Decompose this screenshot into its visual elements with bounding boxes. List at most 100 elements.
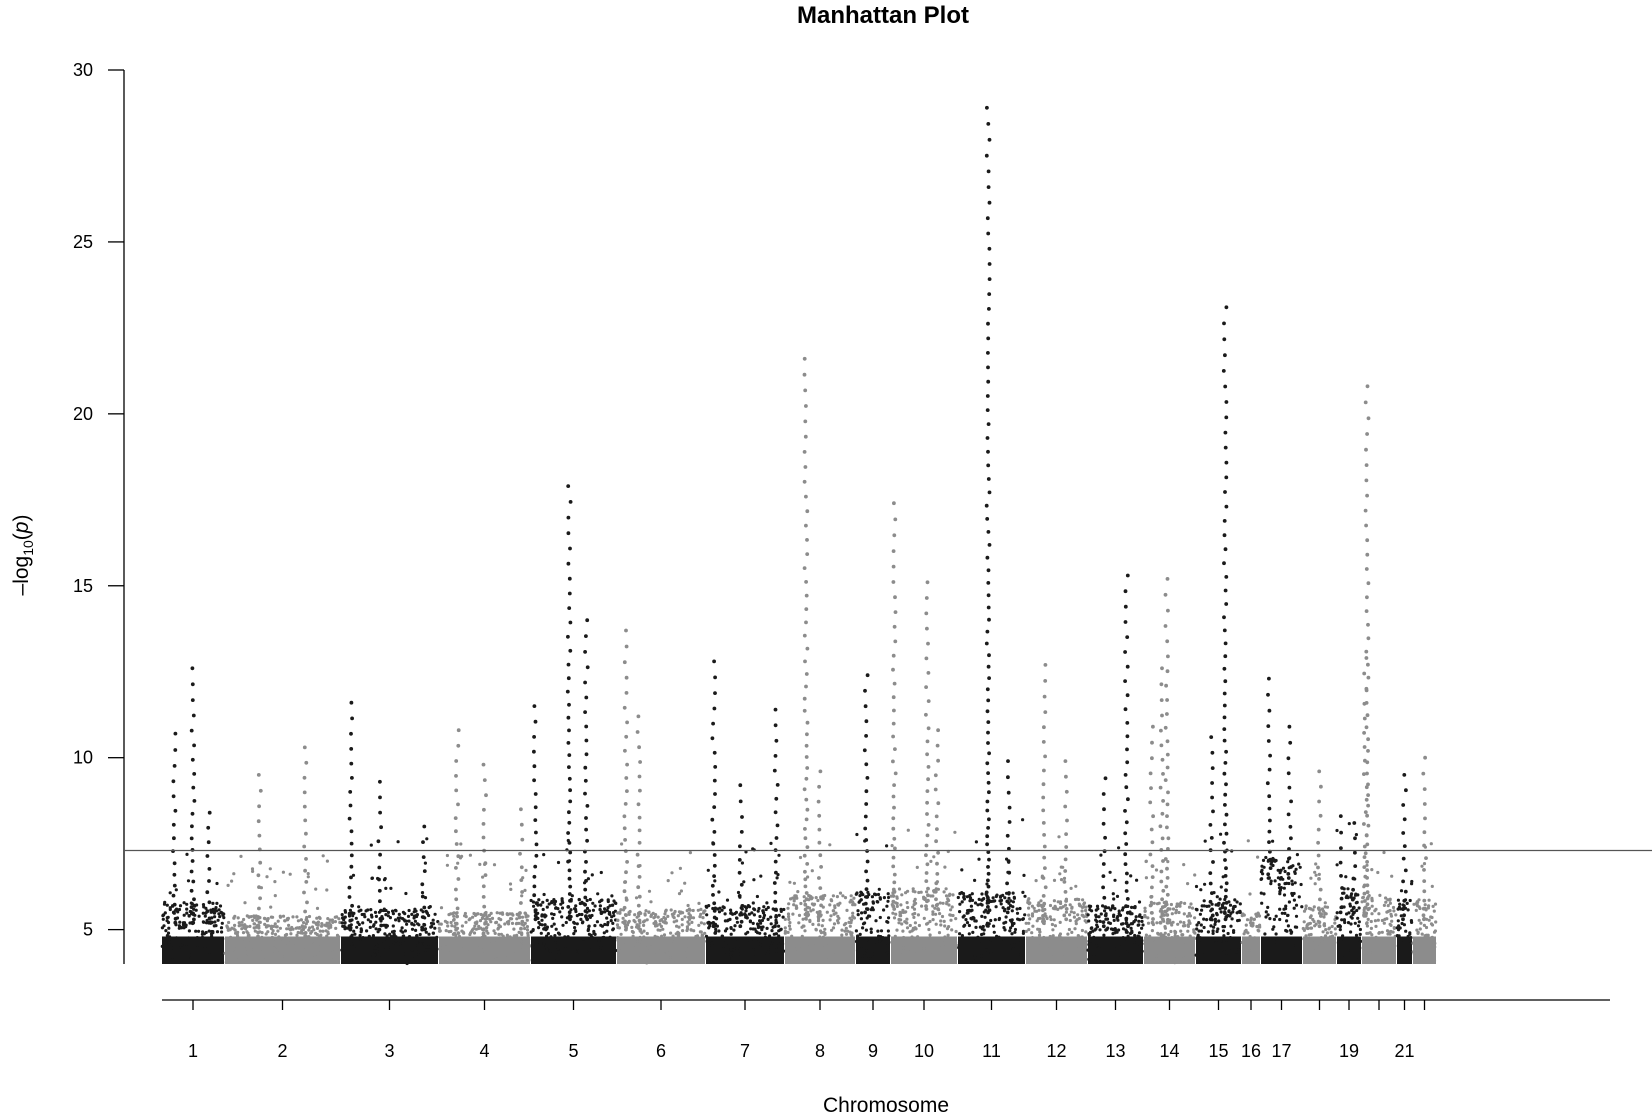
peak-point — [926, 641, 930, 646]
peak-point — [773, 924, 777, 929]
snp-point — [1073, 897, 1078, 902]
peak-point — [1402, 898, 1407, 903]
y-tick-label: 25 — [73, 232, 93, 252]
snp-point — [307, 935, 311, 939]
snp-point — [576, 938, 581, 942]
snp-point — [1416, 931, 1420, 936]
snp-point — [841, 894, 845, 898]
snp-point — [828, 903, 832, 907]
snp-point — [215, 881, 219, 886]
peak-point — [205, 890, 210, 895]
peak-point — [819, 895, 823, 900]
peak-point — [1364, 447, 1368, 452]
snp-point — [938, 912, 942, 916]
snp-point — [843, 929, 847, 933]
snp-point — [664, 909, 668, 913]
snp-point — [313, 953, 317, 958]
snp-point — [641, 920, 646, 924]
snp-point — [385, 924, 389, 928]
peak-point — [1041, 808, 1046, 813]
snp-point — [319, 944, 323, 948]
snp-point — [467, 918, 471, 922]
snp-point — [976, 935, 980, 939]
snp-point — [968, 893, 972, 898]
peak-point — [1422, 889, 1427, 894]
snp-point — [1030, 936, 1035, 940]
snp-point — [905, 921, 909, 925]
snp-point — [1177, 903, 1182, 907]
peak-point — [1165, 739, 1170, 744]
x-tick-label: 10 — [914, 1041, 934, 1061]
snp-point — [897, 887, 902, 891]
peak-point — [737, 870, 742, 875]
snp-point — [779, 907, 783, 911]
snp-point — [735, 920, 740, 924]
snp-point — [1008, 929, 1012, 933]
snp-point — [1432, 940, 1436, 944]
snp-point — [185, 907, 189, 911]
snp-point — [876, 929, 880, 933]
snp-point — [906, 905, 910, 910]
snp-point — [1146, 921, 1151, 925]
snp-point — [310, 938, 314, 942]
snp-point — [993, 918, 997, 922]
snp-point — [1084, 930, 1088, 934]
peak-point — [985, 799, 990, 804]
snp-point — [553, 902, 557, 906]
snp-point — [803, 929, 807, 933]
peak-point — [1042, 844, 1047, 849]
peak-point — [637, 894, 642, 899]
snp-point — [509, 887, 513, 892]
snp-point — [1359, 939, 1363, 944]
snp-point — [699, 907, 703, 912]
snp-point — [264, 925, 268, 929]
snp-point — [1036, 927, 1040, 931]
snp-point — [463, 911, 467, 916]
snp-point — [1070, 906, 1074, 910]
peak-point — [740, 904, 745, 908]
chromosome-12-dense-band — [1026, 936, 1087, 964]
peak-point — [987, 292, 992, 296]
snp-point — [351, 914, 355, 918]
peak-point — [737, 894, 742, 898]
snp-point — [313, 945, 317, 949]
snp-point — [520, 915, 525, 919]
peak-point — [583, 791, 587, 796]
peak-point — [584, 879, 588, 883]
snp-point — [425, 837, 429, 841]
snp-point — [1259, 877, 1263, 882]
snp-point — [1209, 924, 1213, 928]
snp-point — [811, 908, 815, 912]
snp-point — [705, 936, 709, 940]
peak-point — [891, 816, 896, 821]
peak-point — [1161, 799, 1165, 803]
peak-point — [1288, 824, 1293, 829]
snp-point — [1253, 936, 1257, 940]
snp-point — [1333, 921, 1337, 925]
snp-point — [1245, 918, 1250, 922]
snp-point — [946, 933, 950, 937]
chromosome-1-points — [160, 666, 226, 964]
snp-point — [692, 929, 696, 933]
peak-point — [1267, 840, 1271, 844]
peak-point — [1164, 683, 1168, 688]
snp-point — [1130, 905, 1134, 910]
peak-point — [1422, 830, 1427, 835]
snp-point — [860, 944, 864, 948]
snp-point — [705, 913, 709, 917]
peak-point — [518, 911, 522, 915]
peak-point — [1224, 504, 1229, 509]
snp-point — [310, 929, 314, 934]
snp-point — [596, 892, 600, 896]
peak-point — [1123, 589, 1128, 594]
snp-point — [909, 946, 913, 951]
snp-point — [316, 920, 320, 924]
snp-point — [1015, 907, 1019, 911]
snp-point — [1267, 954, 1271, 958]
snp-point — [1246, 931, 1250, 935]
snp-point — [1378, 893, 1382, 898]
snp-point — [1186, 924, 1190, 929]
snp-point — [831, 894, 836, 898]
peak-point — [636, 903, 641, 908]
snp-point — [901, 929, 905, 933]
